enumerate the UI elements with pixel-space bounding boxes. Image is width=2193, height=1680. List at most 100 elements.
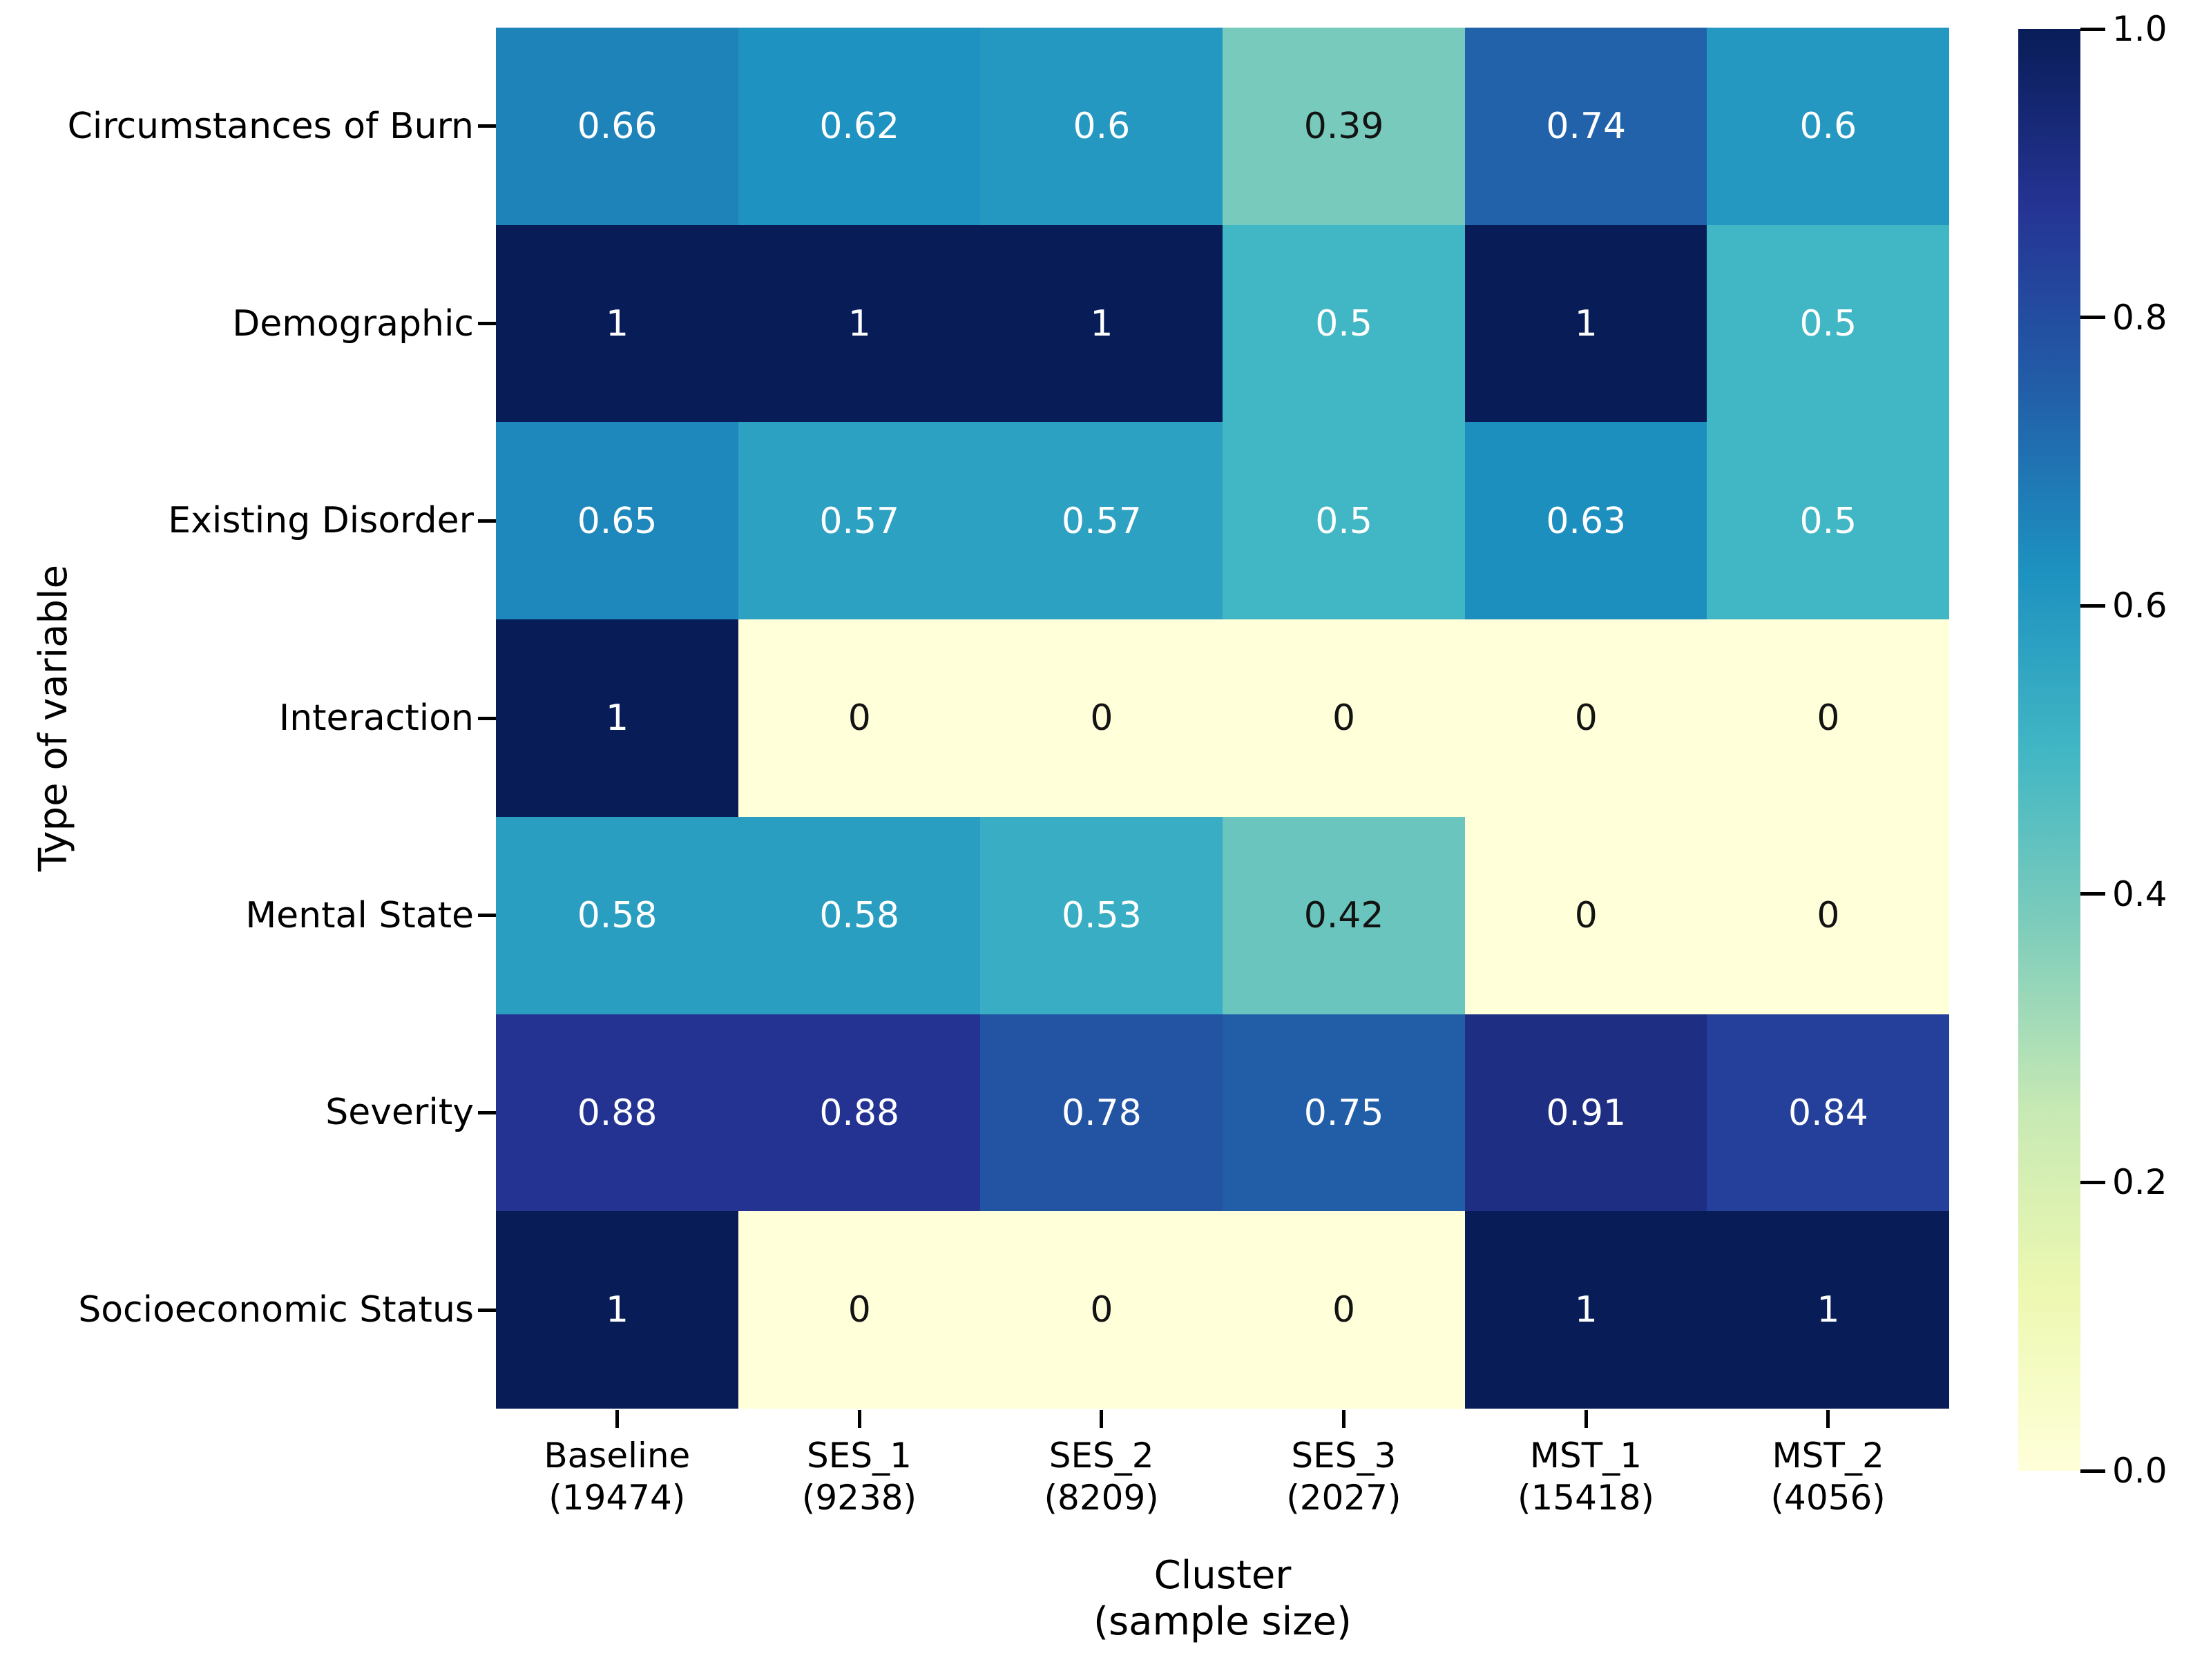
cell-value: 1 [1817,1289,1840,1331]
heatmap-cell: 0.63 [1464,422,1707,620]
heatmap-cell: 1 [496,619,739,818]
cell-value: 1 [1574,302,1598,345]
heatmap-cell: 1 [738,224,981,423]
cell-value: 0 [1090,1289,1113,1331]
cell-value: 0.65 [577,500,658,542]
x-tick [857,1410,861,1428]
cell-value: 0.5 [1315,302,1372,345]
col-label: MST_1 (15418) [1517,1436,1655,1518]
heatmap-cell: 0.6 [1707,28,1950,226]
y-axis-title: Type of variable [31,564,76,872]
heatmap-cell: 0.57 [738,422,981,620]
cell-value: 0.58 [819,894,900,936]
heatmap-cell: 0.5 [1223,224,1466,423]
heatmap-cell: 0.5 [1707,224,1950,423]
cell-value: 1 [606,302,629,345]
colorbar-tick-label: 0.4 [2112,873,2167,914]
x-axis-title: Cluster (sample size) [946,1552,1499,1645]
colorbar-tick-label: 0.8 [2112,297,2167,338]
cell-value: 0.57 [1062,500,1142,542]
heatmap-cell: 0 [1464,816,1707,1015]
cell-value: 0.63 [1546,500,1627,542]
heatmap-cell: 0 [1223,1211,1466,1409]
heatmap-cell: 0.58 [496,816,739,1015]
row-label: Circumstances of Burn [67,105,474,147]
cell-value: 0.78 [1062,1092,1142,1134]
y-tick [478,124,496,128]
cell-value: 0.74 [1546,106,1627,148]
heatmap-cell: 0 [980,1211,1223,1409]
cell-value: 0.53 [1062,894,1142,936]
x-tick [1584,1410,1588,1428]
heatmap-cell: 0.58 [738,816,981,1015]
colorbar-tick [2080,27,2105,31]
y-tick [478,322,496,326]
y-tick [478,519,496,523]
heatmap-cell: 0.75 [1223,1014,1466,1212]
cell-value: 0.5 [1799,302,1857,345]
cell-value: 0.39 [1303,106,1384,148]
heatmap-grid: 0.66 0.62 0.6 0.39 0.74 0.6 1 1 1 0.5 1 0.5 0.65 0.57… [496,28,1950,1409]
colorbar-gradient [2018,29,2080,1471]
heatmap-cell: 0 [738,1211,981,1409]
heatmap-cell: 0 [1223,619,1466,818]
colorbar-tick-label: 0.2 [2112,1162,2167,1203]
cell-value: 1 [606,1289,629,1331]
heatmap-cell: 1 [496,1211,739,1409]
cell-value: 0 [847,1289,871,1331]
cell-value: 0.88 [577,1092,658,1134]
colorbar-tick [2080,604,2105,608]
cell-value: 0.75 [1303,1092,1384,1134]
cell-value: 0.88 [819,1092,900,1134]
col-label: SES_2 (8209) [1044,1436,1159,1518]
cell-value: 1 [1090,302,1113,345]
y-tick [478,914,496,918]
heatmap-cell: 1 [980,224,1223,423]
heatmap-cell: 0.42 [1223,816,1466,1015]
cell-value: 0 [1817,894,1840,936]
row-label: Socioeconomic Status [78,1289,474,1331]
heatmap-cell: 0 [1707,619,1950,818]
cell-value: 0 [1090,697,1113,740]
x-tick [615,1410,619,1428]
cell-value: 1 [1574,1289,1598,1331]
cell-value: 1 [847,302,871,345]
heatmap-cell: 1 [496,224,739,423]
row-label: Interaction [278,697,474,739]
heatmap-cell: 0.6 [980,28,1223,226]
row-label: Existing Disorder [168,500,474,542]
colorbar-tick-label: 0.0 [2112,1451,2167,1491]
heatmap-cell: 0 [1707,816,1950,1015]
heatmap-cell: 0.84 [1707,1014,1950,1212]
cell-value: 0 [1574,697,1598,740]
heatmap-cell: 1 [1707,1211,1950,1409]
heatmap-cell: 0.5 [1223,422,1466,620]
cell-value: 0.91 [1546,1092,1627,1134]
cell-value: 0.57 [819,500,900,542]
heatmap-cell: 0.91 [1464,1014,1707,1212]
cell-value: 0.42 [1303,894,1384,936]
colorbar-tick [2080,892,2105,896]
x-tick [1100,1410,1104,1428]
cell-value: 0.5 [1799,500,1857,542]
y-tick [478,1308,496,1312]
y-tick [478,1110,496,1114]
x-axis-title-line2: (sample size) [1093,1599,1352,1644]
heatmap-cell: 1 [1464,1211,1707,1409]
colorbar-tick [2080,316,2105,320]
heatmap-cell: 0.5 [1707,422,1950,620]
col-label: SES_3 (2027) [1286,1436,1401,1518]
cell-value: 0 [1332,1289,1356,1331]
col-label: SES_1 (9238) [801,1436,917,1518]
x-axis-title-line1: Cluster [1153,1553,1292,1598]
col-label: Baseline (19474) [544,1436,691,1518]
cell-value: 1 [606,697,629,740]
cell-value: 0.58 [577,894,658,936]
cell-value: 0 [847,697,871,740]
heatmap-cell: 0.78 [980,1014,1223,1212]
heatmap-cell: 0.65 [496,422,739,620]
cell-value: 0 [1332,697,1356,740]
row-label: Severity [325,1092,474,1134]
x-tick [1826,1410,1830,1428]
